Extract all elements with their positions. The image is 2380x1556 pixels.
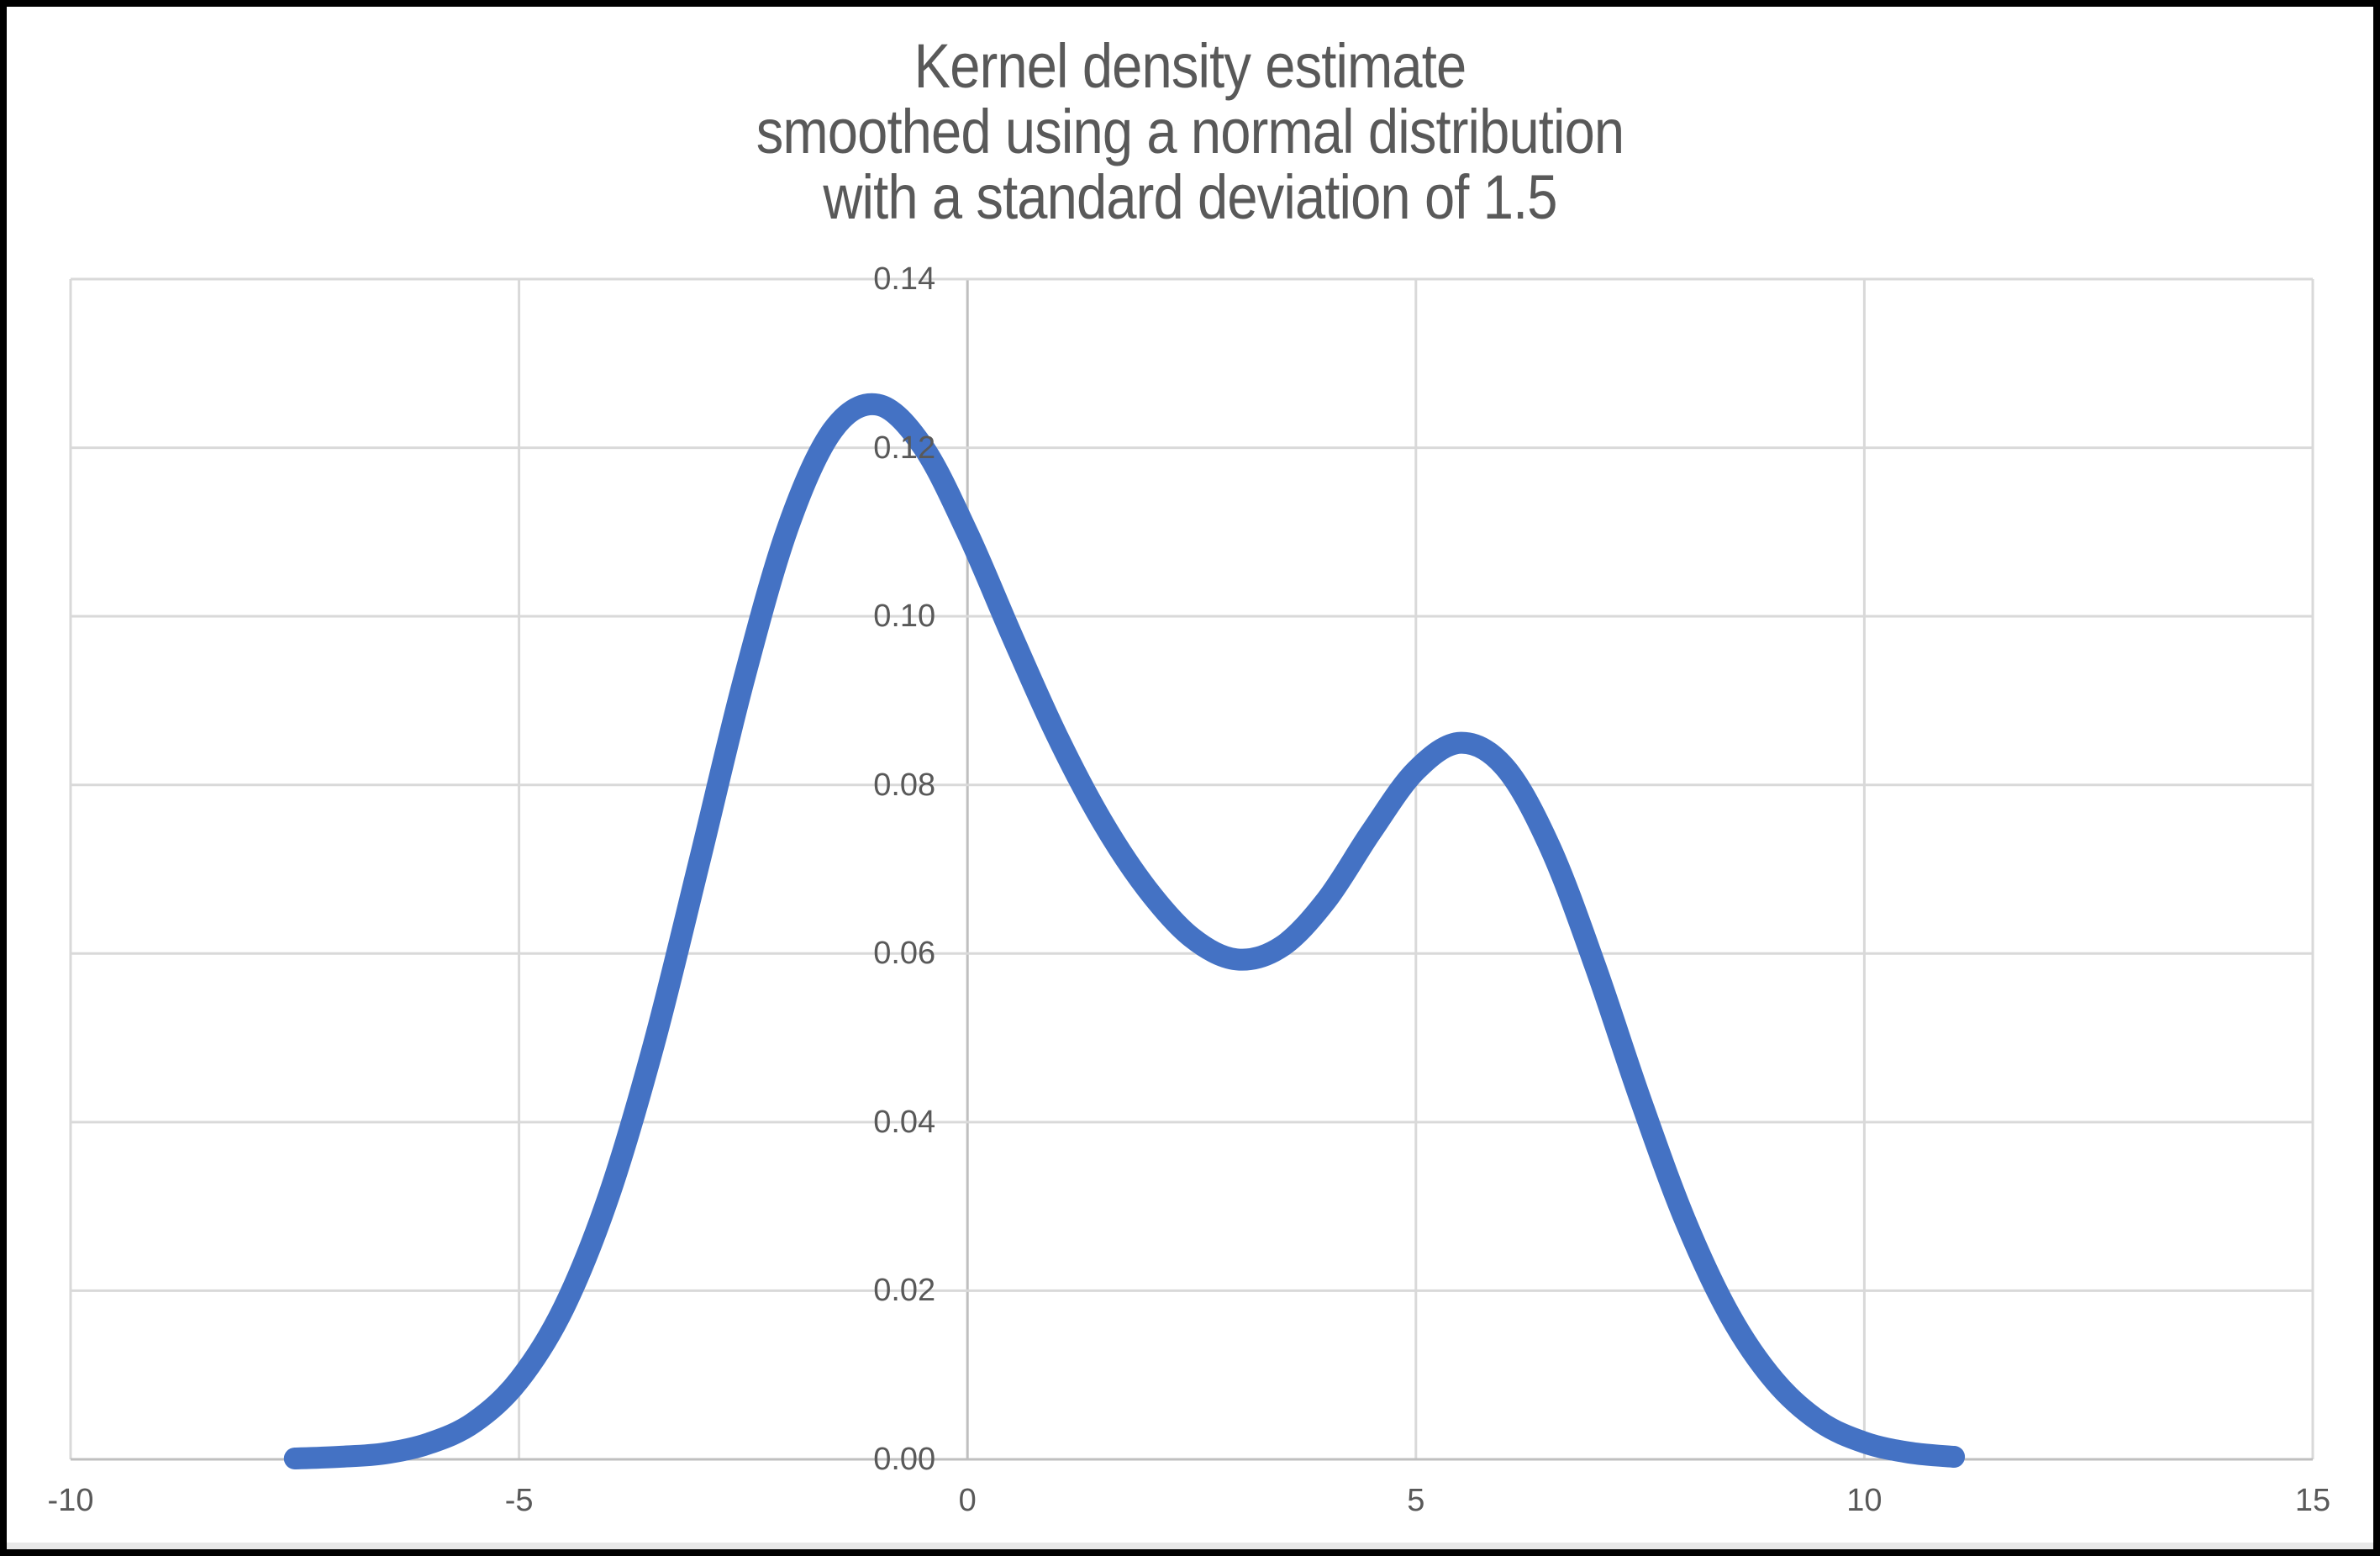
x-axis-tick-label: 5	[1407, 1483, 1425, 1518]
x-axis-tick-label: -5	[504, 1483, 534, 1518]
y-axis-tick-label: 0.14	[873, 261, 936, 297]
x-axis-tick-label: -10	[47, 1483, 94, 1518]
y-axis-tick-label: 0.04	[873, 1104, 936, 1140]
gridlines	[69, 277, 2314, 1461]
y-axis-tick-label: 0.02	[873, 1273, 936, 1309]
y-axis-tick-label: 0.12	[873, 430, 936, 466]
x-axis-tick-label: 15	[2294, 1483, 2331, 1518]
kde-curve	[283, 393, 1966, 1469]
y-axis-tick-label: 0.06	[873, 936, 936, 972]
x-axis-tick-label: 10	[1846, 1483, 1882, 1518]
y-axis-tick-label: 0.10	[873, 599, 936, 635]
y-axis-tick-label: 0.00	[873, 1442, 936, 1477]
chart-title: Kernel density estimate smoothed using a…	[756, 31, 1624, 232]
y-axis-tick-label: 0.08	[873, 767, 936, 803]
bottom-strip	[7, 1543, 2373, 1549]
x-axis-tick-label: 0	[958, 1483, 977, 1518]
